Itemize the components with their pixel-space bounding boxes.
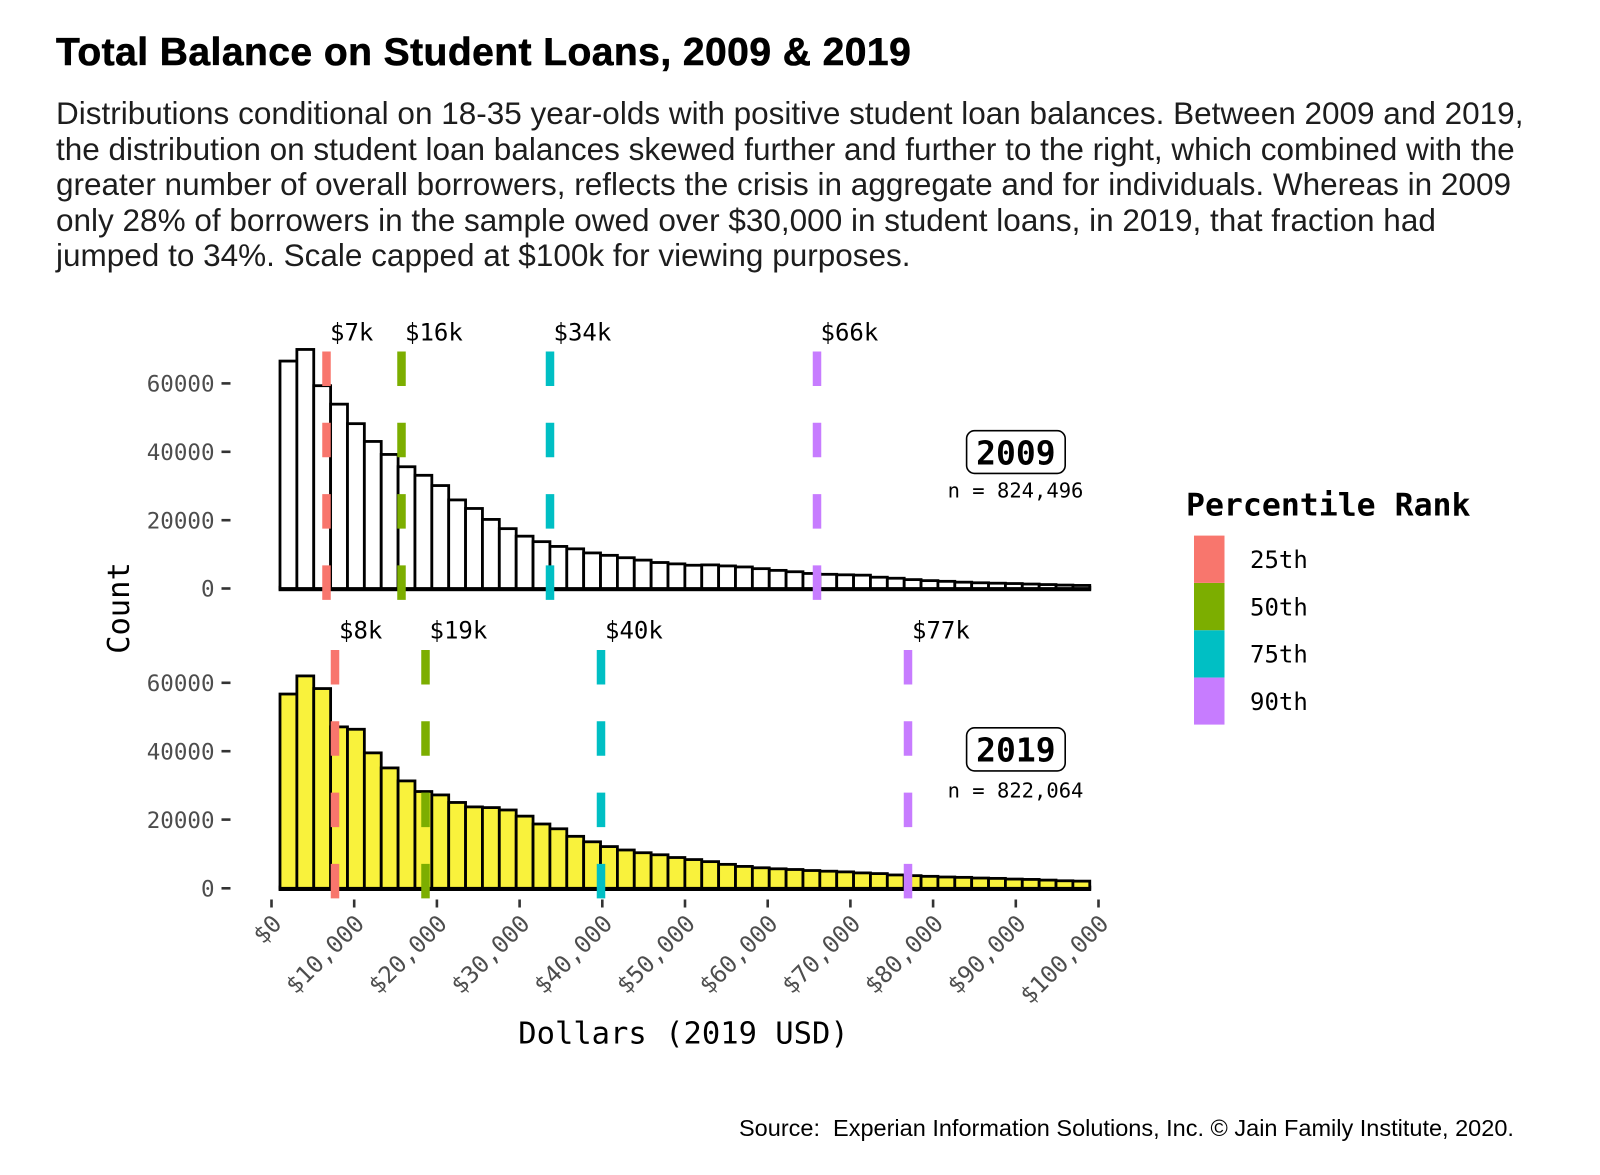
svg-text:20000: 20000 xyxy=(147,808,215,834)
svg-text:$0: $0 xyxy=(247,909,287,949)
svg-text:$10,000: $10,000 xyxy=(280,909,370,999)
svg-text:$70,000: $70,000 xyxy=(776,909,866,999)
svg-text:n = 824,496: n = 824,496 xyxy=(948,479,1084,503)
svg-text:20000: 20000 xyxy=(147,508,215,534)
svg-text:0: 0 xyxy=(201,577,215,603)
svg-text:$19k: $19k xyxy=(430,617,488,645)
svg-text:25th: 25th xyxy=(1250,546,1308,574)
svg-text:40000: 40000 xyxy=(147,440,215,466)
svg-text:$100,000: $100,000 xyxy=(1014,909,1114,1009)
svg-text:$66k: $66k xyxy=(821,319,879,347)
svg-text:50th: 50th xyxy=(1250,593,1308,621)
svg-text:$16k: $16k xyxy=(405,319,463,347)
svg-text:$40,000: $40,000 xyxy=(528,909,618,999)
svg-text:2019: 2019 xyxy=(976,731,1055,770)
svg-text:2009: 2009 xyxy=(976,433,1055,472)
svg-text:75th: 75th xyxy=(1250,641,1308,669)
svg-text:$40k: $40k xyxy=(605,617,663,645)
svg-text:$77k: $77k xyxy=(912,617,970,645)
svg-text:Dollars (2019 USD): Dollars (2019 USD) xyxy=(518,1017,849,1052)
svg-text:40000: 40000 xyxy=(147,739,215,765)
svg-text:90th: 90th xyxy=(1250,688,1308,716)
svg-text:$7k: $7k xyxy=(330,319,374,347)
svg-text:$80,000: $80,000 xyxy=(859,909,949,999)
svg-text:$34k: $34k xyxy=(554,319,612,347)
svg-text:$8k: $8k xyxy=(339,617,383,645)
svg-text:$30,000: $30,000 xyxy=(446,909,536,999)
svg-text:$60,000: $60,000 xyxy=(694,909,784,999)
svg-text:0: 0 xyxy=(201,877,215,903)
svg-text:Percentile Rank: Percentile Rank xyxy=(1186,488,1471,524)
svg-text:$20,000: $20,000 xyxy=(363,909,453,999)
svg-text:60000: 60000 xyxy=(147,372,215,398)
svg-text:$50,000: $50,000 xyxy=(611,909,701,999)
svg-text:n = 822,064: n = 822,064 xyxy=(948,779,1084,803)
svg-text:Count: Count xyxy=(102,562,137,654)
svg-text:60000: 60000 xyxy=(147,671,215,697)
